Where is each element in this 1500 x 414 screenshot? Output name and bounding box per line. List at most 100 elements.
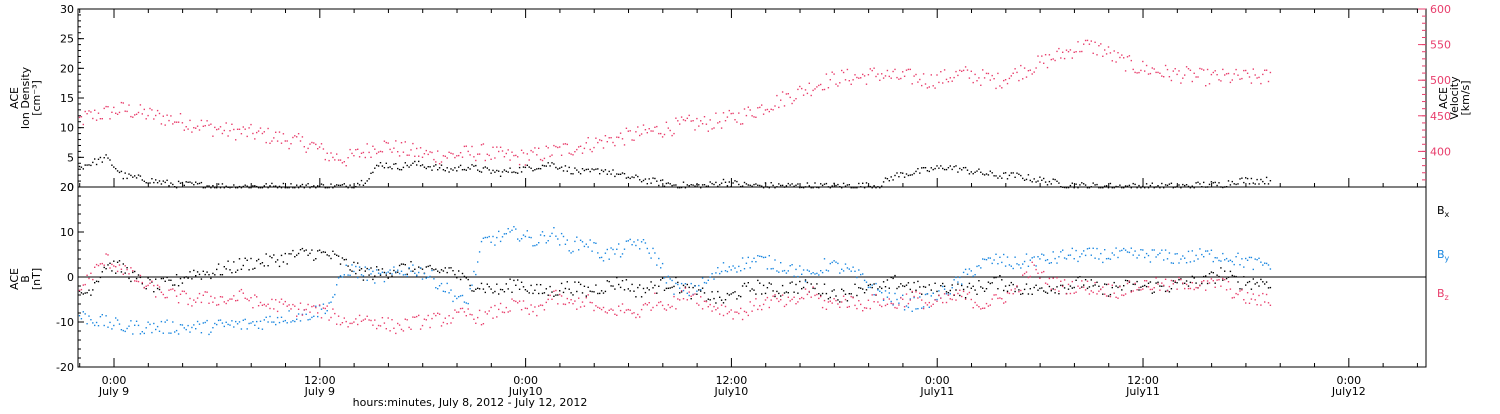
density-series-point	[1111, 187, 1113, 189]
bz-series-point	[252, 307, 254, 309]
velocity-series-point	[856, 76, 858, 79]
velocity-series-point	[172, 123, 174, 125]
by-series-point	[442, 290, 445, 292]
bz-series-point	[945, 301, 948, 304]
velocity-series-point	[854, 74, 856, 76]
bx-series-point	[751, 288, 753, 290]
bx-series-point	[353, 261, 355, 264]
velocity-series-point	[301, 136, 304, 138]
velocity-series-point	[907, 68, 910, 71]
bz-series-point	[322, 307, 325, 309]
by-series-point	[726, 270, 729, 273]
density-series-point	[1245, 177, 1247, 179]
by-series-point	[551, 232, 553, 235]
by-series-point	[608, 258, 610, 260]
bz-series-point	[928, 301, 930, 304]
density-series-point	[305, 184, 307, 186]
density-series-point	[1067, 186, 1070, 189]
bz-series-point	[501, 311, 504, 313]
density-series-point	[793, 185, 795, 187]
bx-series-point	[1224, 270, 1226, 272]
by-series-point	[597, 252, 599, 254]
velocity-series-point	[174, 121, 176, 123]
by-series-point	[898, 302, 900, 304]
bz-series-point	[553, 290, 555, 292]
density-series-point	[968, 173, 971, 175]
bz-series-point	[602, 306, 605, 309]
density-series-point	[450, 168, 452, 170]
density-series-point	[1043, 177, 1045, 180]
by-series-point	[448, 292, 450, 294]
by-series-point	[1018, 264, 1020, 266]
bx-series-point	[934, 282, 936, 284]
bz-series-point	[387, 317, 389, 319]
by-series-point	[631, 244, 633, 246]
density-tick-label: 5	[67, 151, 74, 164]
bz-series-point	[294, 305, 296, 307]
by-series-point	[1079, 256, 1081, 258]
density-series-point	[576, 169, 578, 171]
by-series-point	[278, 321, 281, 324]
density-series-point	[1031, 181, 1033, 183]
density-series-point	[667, 182, 669, 184]
bx-series-point	[99, 276, 102, 279]
velocity-series-point	[1264, 69, 1266, 71]
density-series-point	[865, 182, 868, 184]
by-series-point	[440, 282, 443, 285]
density-series-point	[90, 164, 92, 167]
bz-series-point	[499, 302, 502, 305]
bz-series-point	[337, 315, 340, 317]
density-series-point	[395, 163, 397, 165]
bx-series-point	[1115, 285, 1117, 287]
bz-series-point	[536, 314, 538, 317]
bx-series-point	[315, 258, 317, 260]
bz-series-point	[324, 307, 326, 310]
density-series-point	[566, 170, 568, 172]
bx-series-point	[688, 286, 690, 289]
bz-series-point	[513, 300, 515, 302]
density-series-point	[1178, 184, 1180, 186]
by-series-point	[166, 319, 168, 321]
bz-series-point	[196, 297, 199, 299]
bx-series-point	[942, 282, 944, 285]
velocity-series-point	[423, 153, 426, 155]
by-series-point	[823, 258, 826, 260]
density-series-point	[94, 158, 96, 160]
bz-series-point	[355, 318, 357, 320]
density-series-point	[1224, 186, 1226, 188]
velocity-series-point	[204, 125, 206, 127]
by-series-point	[383, 280, 386, 283]
density-series-point	[294, 187, 296, 189]
bx-series-point	[206, 271, 208, 273]
velocity-series-point	[143, 108, 145, 111]
bx-series-point	[549, 285, 551, 288]
by-series-point	[789, 265, 791, 267]
bz-series-point	[846, 306, 849, 308]
by-series-point	[317, 315, 319, 318]
bz-series-point	[208, 302, 210, 304]
density-series-point	[761, 185, 763, 187]
bx-series-point	[187, 277, 189, 279]
bx-series-point	[1113, 281, 1115, 284]
density-series-point	[1243, 181, 1245, 184]
density-series-point	[1065, 187, 1068, 189]
bz-series-point	[606, 312, 608, 314]
by-series-point	[124, 330, 126, 333]
velocity-series-point	[839, 82, 841, 84]
by-series-point	[1191, 250, 1193, 252]
density-series-point	[568, 166, 570, 169]
density-series-point	[414, 160, 416, 163]
by-series-point	[848, 268, 850, 270]
density-series-point	[200, 181, 203, 184]
x-tick-time-label: 0:00	[1336, 374, 1361, 387]
density-series-point	[646, 183, 648, 185]
density-series-point	[802, 187, 805, 189]
by-series-point	[1163, 259, 1165, 261]
density-series-point	[97, 158, 100, 160]
bz-series-point	[703, 300, 706, 302]
by-series-point	[520, 238, 523, 240]
bz-series-point	[1153, 287, 1155, 289]
bx-series-point	[538, 292, 540, 295]
velocity-series-point	[490, 158, 492, 160]
by-series-point	[749, 267, 751, 269]
